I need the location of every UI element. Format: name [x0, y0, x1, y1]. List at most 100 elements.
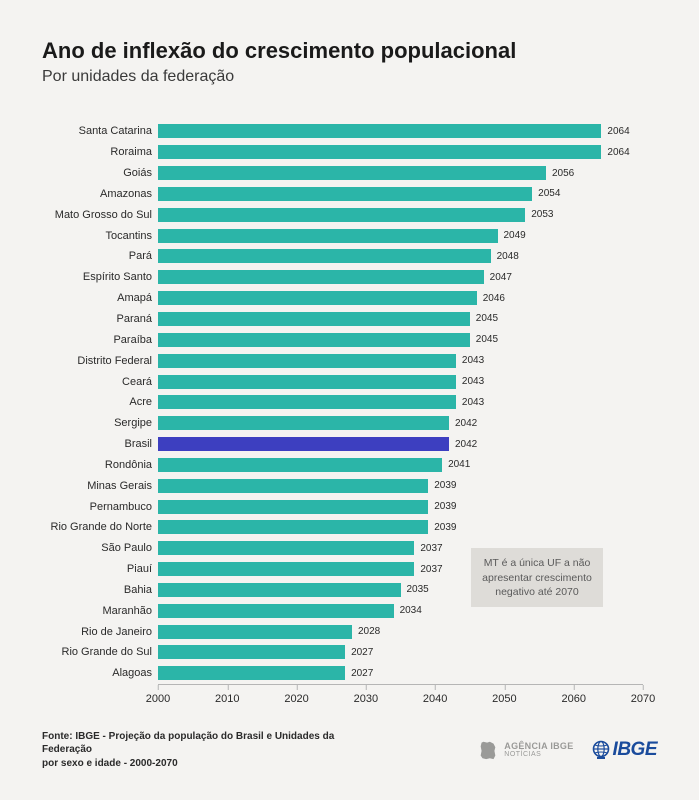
bar-label: Santa Catarina: [42, 125, 158, 137]
bar: [158, 562, 414, 576]
bar-value: 2039: [434, 501, 456, 512]
bar: [158, 333, 470, 347]
x-tick: 2000: [146, 685, 170, 705]
bar: [158, 187, 532, 201]
globe-icon: [592, 740, 610, 760]
bar-value: 2027: [351, 668, 373, 679]
bar-value: 2048: [497, 251, 519, 262]
ibge-text: IBGE: [613, 739, 657, 761]
bar-row: Pernambuco2039: [158, 498, 643, 516]
bar-value: 2042: [455, 418, 477, 429]
source-line2: por sexo e idade - 2000-2070: [42, 758, 178, 769]
bar-value: 2045: [476, 313, 498, 324]
bar-row: Goiás2056: [158, 164, 643, 182]
bar: [158, 416, 449, 430]
bar-label: Pernambuco: [42, 501, 158, 513]
bar-row: Acre2043: [158, 393, 643, 411]
bar: [158, 395, 456, 409]
map-icon: [477, 739, 499, 761]
annotation-box: MT é a única UF a não apresentar crescim…: [471, 548, 603, 607]
source-line1: Fonte: IBGE - Projeção da população do B…: [42, 731, 334, 756]
bar-row: Minas Gerais2039: [158, 477, 643, 495]
bar: [158, 291, 477, 305]
bar-label: Rio de Janeiro: [42, 626, 158, 638]
footer: Fonte: IBGE - Projeção da população do B…: [42, 730, 657, 771]
bar: [158, 270, 484, 284]
bar-value: 2039: [434, 522, 456, 533]
bar-label: Maranhão: [42, 605, 158, 617]
bar-value: 2039: [434, 480, 456, 491]
bar-label: Paraíba: [42, 334, 158, 346]
x-axis: 20002010202020302040205020602070: [158, 684, 643, 710]
bar: [158, 604, 394, 618]
x-tick: 2010: [215, 685, 239, 705]
bar: [158, 666, 345, 680]
bar-label: Roraima: [42, 146, 158, 158]
bar: [158, 625, 352, 639]
bar-value: 2043: [462, 397, 484, 408]
x-tick: 2040: [423, 685, 447, 705]
bar-label: Rio Grande do Sul: [42, 646, 158, 658]
bar-row: Paraíba2045: [158, 331, 643, 349]
bar-row: Rio de Janeiro2028: [158, 623, 643, 641]
ibge-logo: IBGE: [592, 739, 657, 761]
x-tick: 2020: [284, 685, 308, 705]
bar-value: 2035: [407, 584, 429, 595]
agencia-ibge-logo: AGÊNCIA IBGE NOTÍCIAS: [477, 739, 573, 761]
bar-value: 2046: [483, 293, 505, 304]
bar: [158, 520, 428, 534]
bar-row: Tocantins2049: [158, 227, 643, 245]
chart-subtitle: Por unidades da federação: [42, 68, 657, 86]
bar-label: Amazonas: [42, 188, 158, 200]
bar: [158, 375, 456, 389]
bar: [158, 249, 491, 263]
bar: [158, 145, 601, 159]
bar-row: Distrito Federal2043: [158, 352, 643, 370]
source-text: Fonte: IBGE - Projeção da população do B…: [42, 730, 382, 771]
bar: [158, 124, 601, 138]
bar-value: 2064: [607, 126, 629, 137]
x-tick: 2050: [492, 685, 516, 705]
bar-label: Alagoas: [42, 667, 158, 679]
bar-row: Alagoas2027: [158, 664, 643, 682]
bar-label: Ceará: [42, 376, 158, 388]
bar-label: Minas Gerais: [42, 480, 158, 492]
bar-label: Amapá: [42, 292, 158, 304]
bar-value: 2054: [538, 188, 560, 199]
bar: [158, 208, 525, 222]
bar-value: 2043: [462, 376, 484, 387]
bar-value: 2047: [490, 272, 512, 283]
bar-label: Rondônia: [42, 459, 158, 471]
x-tick: 2030: [354, 685, 378, 705]
bar-label: Pará: [42, 250, 158, 262]
x-tick: 2070: [631, 685, 655, 705]
bar: [158, 500, 428, 514]
x-ticks: 20002010202020302040205020602070: [158, 685, 643, 710]
bar: [158, 354, 456, 368]
bar-value: 2053: [531, 209, 553, 220]
annotation-text: MT é a única UF a não apresentar crescim…: [482, 557, 592, 597]
bar: [158, 312, 470, 326]
bar-value: 2037: [420, 564, 442, 575]
bar-label: São Paulo: [42, 542, 158, 554]
bar-value: 2043: [462, 355, 484, 366]
bar-row: Mato Grosso do Sul2053: [158, 206, 643, 224]
bar-value: 2064: [607, 147, 629, 158]
chart-container: Ano de inflexão do crescimento populacio…: [0, 0, 699, 800]
bar: [158, 166, 546, 180]
chart-title: Ano de inflexão do crescimento populacio…: [42, 38, 657, 64]
bar-label: Espírito Santo: [42, 271, 158, 283]
bar: [158, 541, 414, 555]
agencia-top: AGÊNCIA IBGE: [504, 742, 573, 751]
bar-row: Amazonas2054: [158, 185, 643, 203]
bar: [158, 479, 428, 493]
bar-row: Rondônia2041: [158, 456, 643, 474]
bar-label: Bahia: [42, 584, 158, 596]
bar-value: 2045: [476, 334, 498, 345]
bar-label: Sergipe: [42, 417, 158, 429]
bar-label: Tocantins: [42, 230, 158, 242]
bar-label: Acre: [42, 396, 158, 408]
bar-value: 2028: [358, 626, 380, 637]
bar-row: Pará2048: [158, 247, 643, 265]
bar-row: Espírito Santo2047: [158, 268, 643, 286]
